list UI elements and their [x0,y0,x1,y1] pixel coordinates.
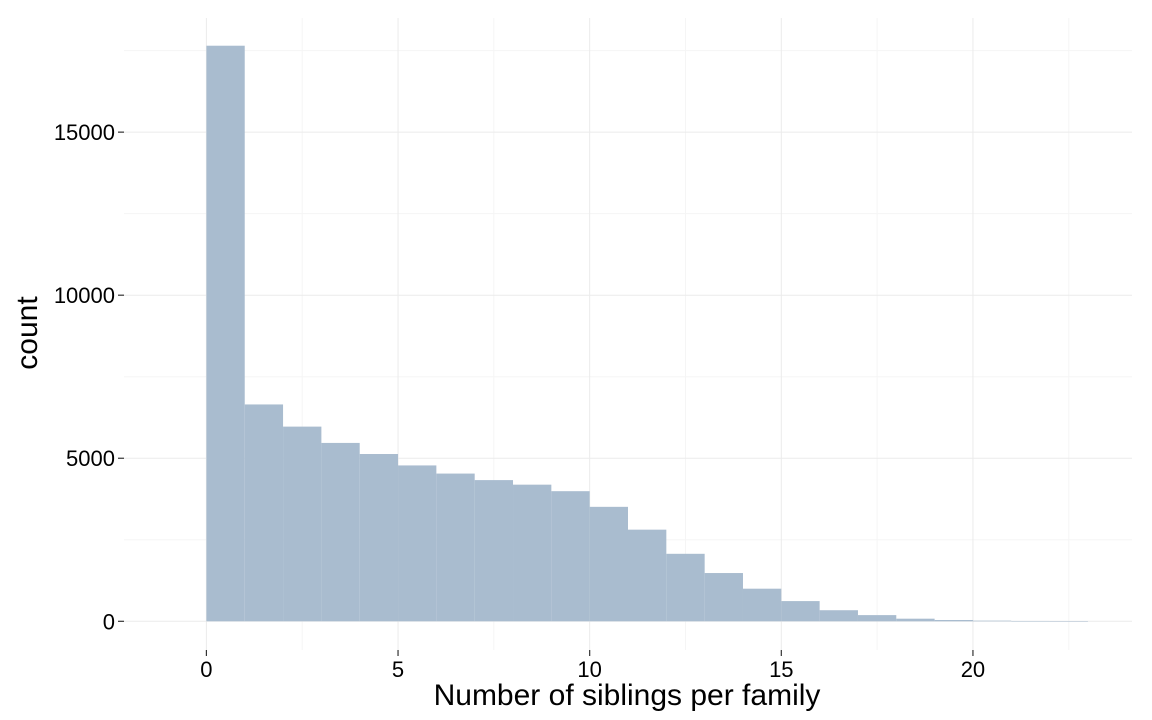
histogram-bar [321,442,360,622]
histogram-bar [398,465,437,622]
histogram-bar [819,610,858,622]
y-tick-label: 0 [103,609,115,634]
histogram-bars [206,45,1088,622]
x-tick-label: 15 [769,657,793,682]
histogram-bar [589,506,628,622]
histogram-bar [551,491,590,622]
histogram-bar [896,618,935,622]
y-tick-label: 10000 [54,283,115,308]
x-tick-label: 20 [961,657,985,682]
histogram-bar [1049,621,1088,622]
histogram-bar [474,480,514,622]
histogram-bar [704,573,743,622]
histogram-bar [781,601,820,622]
histogram-bar [666,553,705,622]
histogram-bar [359,454,399,622]
histogram-bar [934,619,973,622]
y-axis-title: count [11,296,44,370]
x-tick-label: 10 [577,657,601,682]
histogram-bar [244,404,284,622]
histogram-bar [206,45,245,622]
histogram-bar [436,473,475,622]
histogram-bar [628,529,667,622]
y-tick-label: 5000 [66,446,115,471]
x-axis-title: Number of siblings per family [434,679,821,712]
histogram-bar [283,426,322,622]
y-tick-label: 15000 [54,120,115,145]
x-tick-label: 5 [392,657,404,682]
histogram-bar [742,588,782,622]
histogram-bar [857,615,897,622]
histogram-bar [972,620,1012,622]
histogram-bar [513,484,552,622]
axes: 0 5000 10000 15000 0 5 10 15 20 [54,120,985,682]
histogram-bar [1011,620,1050,622]
x-tick-label: 0 [200,657,212,682]
